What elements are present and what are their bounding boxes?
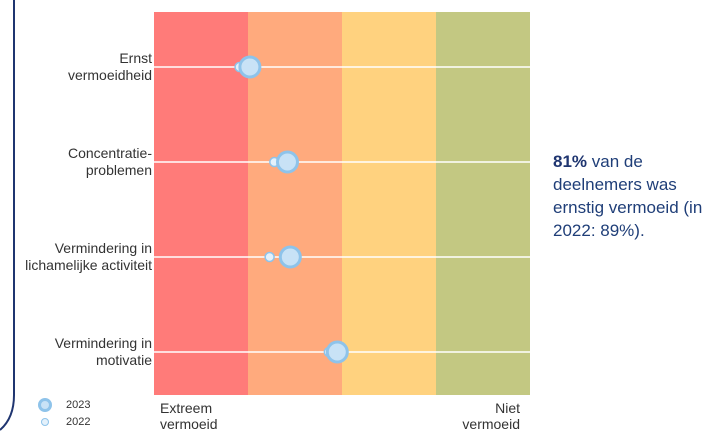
callout-percentage: 81%: [553, 152, 588, 171]
callout-body: van de deelnemers was ernstig vermoeid (…: [553, 152, 703, 240]
legend-circle-2022-icon: [41, 417, 49, 426]
band-2: [342, 12, 436, 395]
x-label-right: Niet vermoeid: [462, 400, 520, 432]
band-3: [436, 12, 530, 395]
legend-label-2023: 2023: [66, 398, 91, 411]
band-1: [248, 12, 342, 395]
marker-2023-3: [325, 340, 349, 364]
marker-2023-0: [238, 55, 262, 79]
legend-circle-2023-icon: [38, 397, 52, 412]
x-label-left: Extreem vermoeid: [160, 400, 218, 432]
category-label-0: Ernst vermoeidheid: [67, 50, 152, 83]
legend: 2023 2022: [34, 396, 90, 430]
category-label-3: Vermindering in motivatie: [54, 335, 152, 368]
category-label-1: Concentratie- problemen: [67, 145, 152, 178]
callout-text: 81% van de deelnemers was ernstig vermoe…: [553, 150, 705, 242]
marker-2023-1: [275, 150, 299, 174]
legend-label-2022: 2022: [66, 415, 91, 428]
marker-2022-2: [264, 251, 275, 263]
category-label-2: Vermindering in lichamelijke activiteit: [25, 240, 152, 273]
legend-item-2023: 2023: [34, 396, 90, 413]
legend-item-2022: 2022: [34, 413, 90, 430]
marker-2023-2: [278, 245, 302, 269]
band-0: [154, 12, 248, 395]
